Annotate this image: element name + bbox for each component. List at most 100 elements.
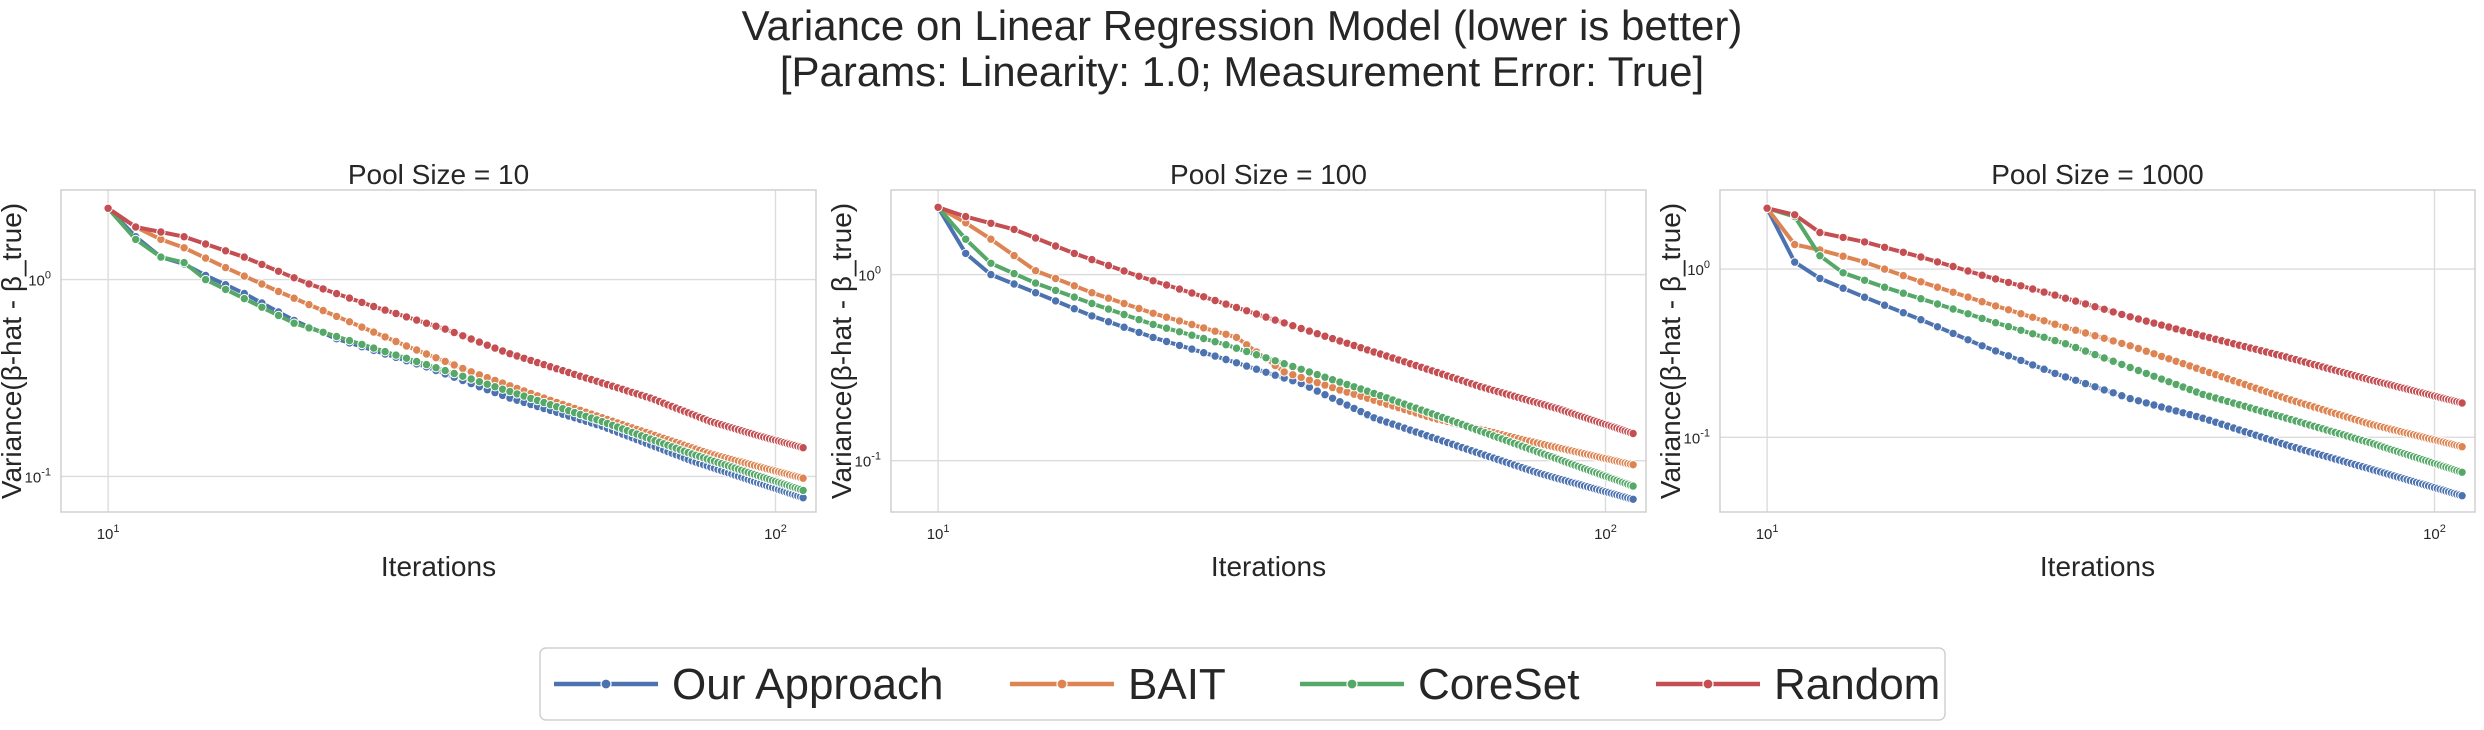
data-point	[1270, 356, 1280, 366]
data-point	[458, 371, 468, 381]
data-point	[2016, 355, 2026, 366]
data-point	[1815, 273, 1825, 284]
data-point	[2080, 299, 2091, 309]
data-point	[798, 485, 808, 496]
data-point	[431, 321, 441, 331]
data-point	[1174, 316, 1185, 326]
data-point	[1932, 299, 1943, 309]
data-point	[2003, 277, 2014, 288]
figure-title-line-2: [Params: Linearity: 1.0; Measurement Err…	[780, 48, 1704, 95]
data-point	[1221, 299, 1231, 309]
data-point	[2108, 336, 2118, 346]
series-line	[106, 206, 804, 450]
data-point	[1838, 232, 1848, 243]
data-point	[2003, 351, 2014, 361]
data-point	[1231, 332, 1242, 343]
data-point	[1296, 323, 1306, 334]
data-point	[2125, 312, 2135, 322]
data-point	[1879, 242, 1890, 253]
data-point	[103, 203, 113, 214]
legend-item-random: Random	[1656, 660, 1940, 709]
data-point	[1221, 340, 1231, 350]
data-point	[273, 286, 284, 297]
subplot-title: Pool Size = 10	[348, 159, 529, 190]
data-point	[304, 279, 314, 289]
data-point	[304, 323, 314, 333]
legend-item-bait: BAIT	[1010, 660, 1226, 709]
data-point	[2016, 309, 2026, 319]
data-point	[1838, 251, 1848, 261]
data-point	[331, 288, 342, 299]
data-point	[1977, 313, 1987, 324]
data-point	[1977, 270, 1987, 280]
data-point	[933, 202, 943, 213]
data-point	[318, 327, 328, 337]
series-our-approach	[1762, 203, 2467, 501]
data-point	[1187, 288, 1197, 298]
data-point	[331, 311, 342, 322]
data-point	[2039, 316, 2049, 326]
data-point	[344, 335, 355, 346]
legend-marker	[1056, 678, 1068, 690]
data-point	[2071, 325, 2081, 335]
data-point	[344, 293, 355, 303]
data-point	[1898, 288, 1909, 298]
x-axis-label: Iterations	[1211, 551, 1326, 582]
data-point	[344, 317, 355, 327]
data-point	[458, 363, 468, 374]
data-point	[1762, 203, 1772, 213]
data-point	[1069, 292, 1080, 302]
data-point	[1261, 367, 1271, 377]
data-point	[1251, 350, 1262, 360]
data-point	[1270, 315, 1280, 325]
data-point	[1148, 332, 1158, 343]
data-point	[1790, 257, 1800, 267]
data-point	[798, 473, 808, 483]
data-point	[380, 305, 390, 315]
data-point	[1320, 390, 1330, 400]
data-point	[1050, 296, 1061, 306]
plot-frame	[890, 189, 1647, 513]
data-point	[2039, 364, 2049, 374]
data-point	[986, 234, 996, 244]
data-point	[1009, 250, 1019, 261]
data-point	[257, 279, 267, 289]
data-point	[798, 443, 808, 453]
data-point	[239, 271, 250, 281]
data-point	[1879, 300, 1890, 310]
data-point	[2141, 368, 2152, 379]
data-point	[2080, 378, 2091, 389]
data-point	[2016, 325, 2026, 335]
x-tick-label: 102	[2423, 523, 2446, 543]
data-point	[2141, 316, 2152, 326]
y-tick-label: 10-1	[855, 451, 881, 471]
legend: Our Approach BAIT CoreSet Random	[539, 647, 1946, 721]
data-point	[318, 284, 328, 294]
data-point	[2003, 321, 2014, 332]
data-point	[1628, 481, 1638, 491]
data-point	[2457, 398, 2467, 408]
data-point	[1148, 276, 1158, 286]
data-point	[1790, 210, 1800, 220]
data-point	[1815, 251, 1825, 261]
data-point	[2090, 349, 2100, 360]
data-point	[2028, 312, 2038, 322]
data-point	[458, 331, 468, 341]
data-point	[1030, 266, 1041, 276]
figure-title-line-1: Variance on Linear Regression Model (low…	[742, 2, 1743, 49]
data-point	[1119, 298, 1129, 309]
data-point	[289, 293, 299, 303]
series-our-approach	[933, 202, 1638, 504]
data-point	[1199, 323, 1209, 333]
series-bait	[933, 202, 1638, 470]
data-point	[1948, 261, 1958, 272]
data-point	[986, 258, 996, 268]
data-point	[2028, 284, 2038, 294]
y-tick-label: 10-1	[25, 466, 51, 486]
y-axis-label: Variance(β-hat - β_true)	[1655, 203, 1686, 499]
data-point	[1312, 369, 1323, 380]
legend-label: CoreSet	[1418, 660, 1579, 709]
x-tick-label: 101	[1756, 523, 1779, 543]
series-line	[936, 206, 1634, 502]
data-point	[440, 356, 450, 367]
